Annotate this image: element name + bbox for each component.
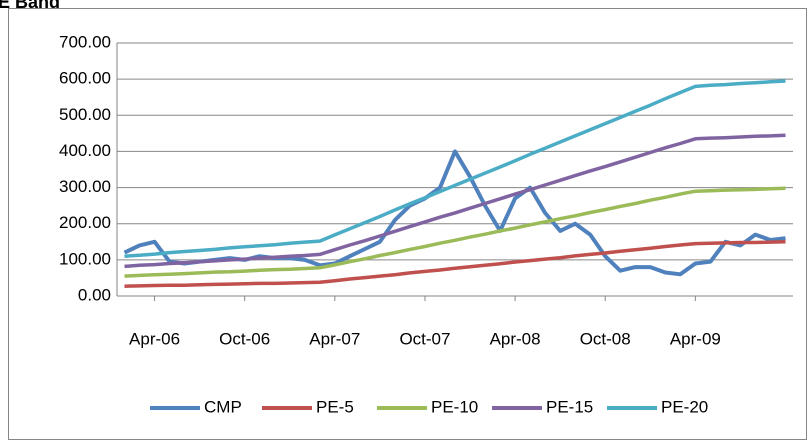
y-tick-label: 400.00 [59,141,111,160]
legend-label: PE-15 [546,397,593,416]
chart-title: E Band [0,0,60,12]
series-line [124,240,786,288]
legend-label: PE-5 [316,397,354,416]
series-line [124,186,786,278]
x-tick-label: Oct-07 [399,329,450,348]
x-tick-label: Oct-06 [219,329,270,348]
legend-label: CMP [204,397,242,416]
series-line [124,79,786,258]
x-tick-label: Apr-07 [309,329,360,348]
y-tick-label: 100.00 [59,249,111,268]
y-tick-label: 700.00 [59,32,111,51]
y-tick-label: 200.00 [59,213,111,232]
x-tick-label: Apr-06 [129,329,180,348]
legend-label: PE-10 [431,397,478,416]
x-tick-label: Oct-08 [580,329,631,348]
y-tick-label: 600.00 [59,69,111,88]
legend-label: PE-20 [661,397,708,416]
y-tick-label: 300.00 [59,177,111,196]
y-tick-label: 500.00 [59,105,111,124]
y-tick-label: 0.00 [78,285,111,304]
x-tick-label: Apr-08 [490,329,541,348]
x-tick-label: Apr-09 [670,329,721,348]
series-line [124,133,786,269]
